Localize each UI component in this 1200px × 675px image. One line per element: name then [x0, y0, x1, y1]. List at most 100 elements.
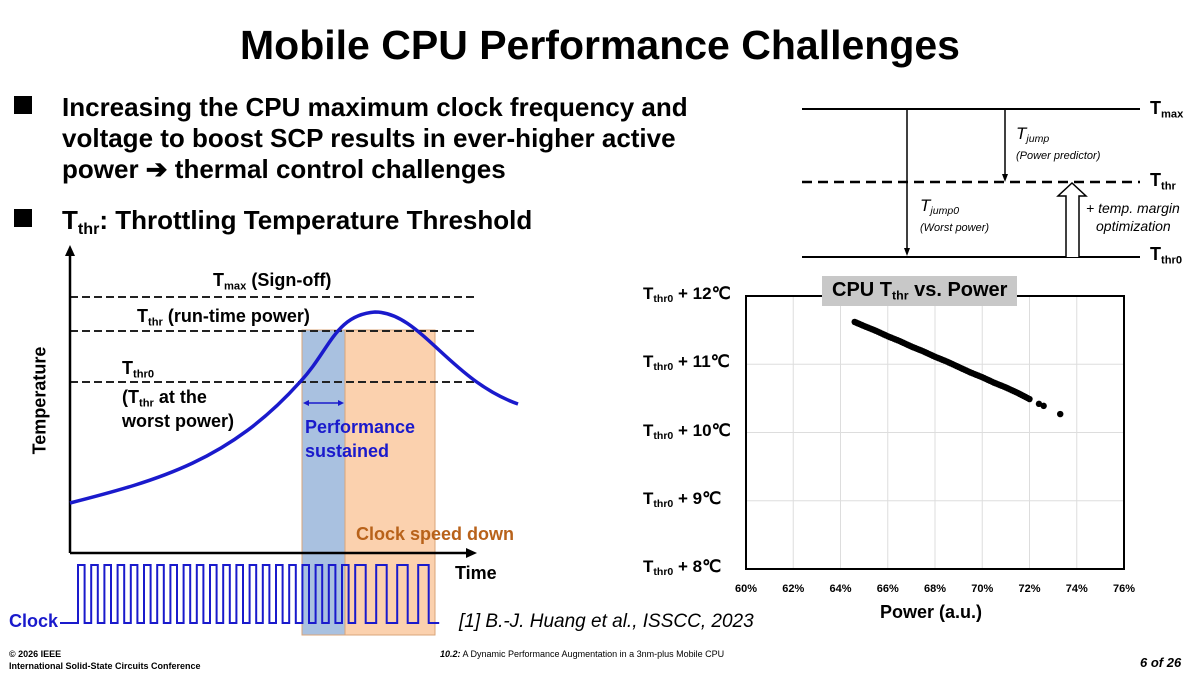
y-tick-label: Tthr0 + 9℃	[643, 489, 721, 510]
t: T	[643, 352, 654, 372]
temperature-timeline-diagram	[60, 245, 519, 636]
t: T	[643, 488, 654, 508]
sub: thr0	[653, 361, 674, 374]
data-point	[1040, 402, 1047, 410]
t: T	[643, 557, 654, 576]
clock-speed-down-label: Clock speed down	[356, 524, 515, 544]
sub: thr0	[133, 368, 155, 381]
tjump0-note: (Worst power)	[920, 222, 990, 234]
sub: thr0	[653, 566, 674, 579]
performance-label: Performance	[305, 417, 416, 437]
t: T	[643, 284, 654, 303]
tthr0-note: (Tthr at the	[122, 387, 207, 409]
clock-speed-down-band	[344, 329, 436, 636]
temperature-curve	[69, 310, 519, 505]
arrow-down-icon	[904, 248, 910, 256]
x-tick-label: 72%	[1018, 583, 1041, 595]
text: vs. Power	[908, 279, 1008, 301]
text: at the	[153, 387, 207, 407]
t: CPU T	[832, 279, 892, 301]
y-tick-label: Tthr0 + 10℃	[643, 421, 731, 442]
x-axis-arrow-icon	[466, 548, 477, 558]
margin-label: + temp. margin	[1086, 200, 1180, 216]
t: T	[122, 358, 133, 378]
sub: max	[224, 280, 247, 293]
y-tick-label: Tthr0 + 12℃	[643, 284, 731, 305]
sub: thr0	[653, 497, 674, 510]
bullet-1: Increasing the CPU maximum clock frequen…	[14, 92, 688, 184]
text: + 8℃	[673, 557, 722, 576]
text: (run-time power)	[162, 306, 310, 326]
copyright: © 2026 IEEE	[9, 649, 62, 659]
bullet-2: Tthr: Throttling Temperature Threshold	[14, 205, 532, 238]
bullet-text: : Throttling Temperature Threshold	[99, 205, 533, 235]
threshold-diagram	[802, 108, 1140, 258]
x-tick-label: 70%	[971, 583, 994, 595]
bullet-square-icon	[14, 96, 32, 114]
tjump-label: Tjump	[1016, 124, 1049, 145]
bullet-square-icon	[14, 209, 32, 227]
sub: thr0	[653, 429, 674, 442]
paper-number: 10.2:	[440, 649, 461, 659]
tmax-label: Tmax (Sign-off)	[213, 270, 331, 292]
data-point	[1057, 410, 1064, 418]
time-axis-label: Time	[455, 563, 497, 583]
tjump0-label: Tjump0	[920, 196, 959, 217]
tthr0-label: Tthr0	[1150, 244, 1182, 266]
sub: thr	[1161, 180, 1176, 193]
x-tick-label: 74%	[1065, 583, 1088, 595]
t: T	[1150, 244, 1161, 264]
sub: thr0	[1161, 254, 1183, 267]
bullet-line: Increasing the CPU maximum clock frequen…	[62, 92, 688, 122]
t: T	[137, 306, 148, 326]
sub: thr	[139, 397, 154, 410]
y-tick-label: Tthr0 + 8℃	[643, 557, 721, 578]
sub: max	[1161, 108, 1184, 121]
bullet-line: power ➔ thermal control challenges	[62, 154, 506, 184]
t: (T	[122, 387, 139, 407]
data-point	[1026, 395, 1033, 403]
citation: [1] B.-J. Huang et al., ISSCC, 2023	[459, 611, 754, 632]
chart-title: CPU Tthr vs. Power	[822, 276, 1018, 306]
y-axis-arrow-icon	[65, 245, 75, 256]
tjump-note: (Power predictor)	[1016, 150, 1101, 162]
conference-name: International Solid-State Circuits Confe…	[9, 661, 201, 671]
sub: jump0	[930, 205, 960, 218]
t: T	[1016, 124, 1027, 143]
arrow-down-icon	[1002, 174, 1008, 182]
x-tick-label: 62%	[782, 583, 805, 595]
x-tick-label: 66%	[876, 583, 899, 595]
text: + 12℃	[673, 284, 731, 303]
text: + 10℃	[673, 420, 731, 440]
paper-name: A Dynamic Performance Augmentation in a …	[460, 649, 725, 659]
bullet-line: voltage to boost SCP results in ever-hig…	[62, 123, 676, 153]
text: + 11℃	[673, 352, 730, 372]
x-axis-label: Power (a.u.)	[880, 602, 983, 622]
t: T	[1150, 98, 1161, 118]
tmax-label: Tmax	[1150, 98, 1183, 120]
t: T	[920, 196, 931, 215]
t: T	[62, 205, 78, 235]
sub: thr	[148, 316, 163, 329]
x-tick-label: 64%	[829, 583, 852, 595]
tthr0-note-2: worst power)	[122, 411, 235, 431]
clock-label: Clock	[9, 611, 59, 631]
sub: thr0	[653, 293, 674, 306]
sub: thr	[892, 288, 909, 303]
page-number: 6 of 26	[1140, 655, 1182, 670]
tthr-label: Tthr	[1150, 170, 1176, 192]
clock-waveform	[60, 564, 440, 624]
paper-title: 10.2: A Dynamic Performance Augmentation…	[440, 649, 724, 659]
x-tick-label: 68%	[923, 583, 947, 595]
sub: jump	[1026, 133, 1050, 146]
x-tick-label: 60%	[734, 583, 758, 595]
x-tick-label: 76%	[1112, 583, 1136, 595]
t: T	[643, 420, 654, 440]
tthr0-label: Tthr0	[122, 358, 154, 380]
slide-title: Mobile CPU Performance Challenges	[240, 22, 960, 68]
tthr-label: Tthr (run-time power)	[137, 306, 310, 328]
sub: thr	[77, 219, 100, 238]
text: + 9℃	[673, 488, 722, 508]
text: (Sign-off)	[246, 270, 332, 290]
